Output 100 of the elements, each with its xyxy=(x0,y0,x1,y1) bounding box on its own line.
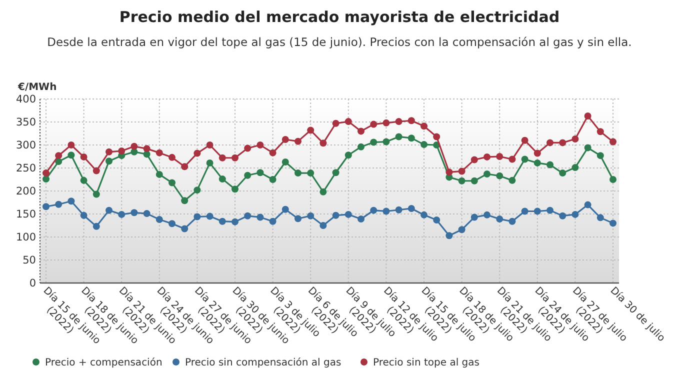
point xyxy=(332,120,340,127)
point xyxy=(244,212,252,220)
point xyxy=(42,176,50,183)
point xyxy=(218,218,226,225)
point xyxy=(168,154,176,161)
point xyxy=(559,212,566,220)
point xyxy=(269,176,276,183)
point xyxy=(68,142,75,148)
point xyxy=(143,210,150,218)
point xyxy=(181,197,188,204)
y-tick-label: 250 xyxy=(16,162,36,175)
point xyxy=(92,222,100,230)
point xyxy=(484,153,490,160)
point xyxy=(106,206,112,214)
point xyxy=(446,232,453,240)
point xyxy=(596,152,604,160)
point xyxy=(420,141,428,148)
point xyxy=(484,211,490,218)
point xyxy=(508,218,516,225)
point xyxy=(534,208,541,215)
point xyxy=(484,170,490,178)
point xyxy=(496,153,504,160)
point xyxy=(130,209,138,216)
point xyxy=(143,145,150,152)
point xyxy=(320,140,327,147)
point xyxy=(572,164,579,172)
point xyxy=(382,138,390,146)
point xyxy=(282,206,289,213)
point xyxy=(534,159,541,166)
point xyxy=(408,117,415,124)
point xyxy=(370,138,378,146)
point xyxy=(156,216,163,224)
legend-label: Precio sin compensación al gas xyxy=(185,358,342,368)
point xyxy=(194,213,201,220)
point xyxy=(294,215,302,222)
point xyxy=(320,188,327,196)
point xyxy=(332,212,340,219)
point xyxy=(508,156,516,163)
point xyxy=(382,208,390,215)
point xyxy=(358,128,364,135)
point xyxy=(521,156,528,163)
point xyxy=(496,172,504,180)
point xyxy=(206,212,214,220)
point xyxy=(256,142,264,148)
point xyxy=(610,220,616,227)
point xyxy=(232,186,238,193)
legend-label: Precio sin tope al gas xyxy=(373,358,480,368)
point xyxy=(55,200,62,208)
point xyxy=(420,211,428,218)
point xyxy=(294,138,302,145)
point xyxy=(433,216,440,224)
point xyxy=(408,204,415,212)
point xyxy=(508,176,516,184)
y-tick-label: 400 xyxy=(16,94,36,106)
point xyxy=(130,142,138,150)
point xyxy=(596,128,604,136)
point xyxy=(584,144,592,152)
point xyxy=(534,150,541,157)
point xyxy=(92,167,100,174)
point xyxy=(232,154,238,162)
point xyxy=(610,138,616,146)
point xyxy=(42,170,50,177)
point xyxy=(156,170,163,178)
point xyxy=(610,176,616,183)
y-tick-label: 50 xyxy=(22,254,36,267)
point xyxy=(546,139,554,146)
point xyxy=(307,170,314,177)
point xyxy=(458,226,466,234)
y-tick-label: 0 xyxy=(29,278,36,290)
point xyxy=(282,136,289,143)
point xyxy=(470,177,478,184)
point xyxy=(68,152,75,159)
point xyxy=(206,142,214,148)
point xyxy=(458,168,466,175)
legend-label: Precio + compensación xyxy=(45,358,162,368)
y-tick-label: 300 xyxy=(16,140,36,152)
point xyxy=(320,222,327,229)
point xyxy=(332,169,340,176)
point xyxy=(181,225,188,232)
point xyxy=(194,186,201,194)
chart-subtitle: Desde la entrada en vigor del tope al gas (15 de junio). Precios con la compensación al gas y sin ella. xyxy=(47,35,632,49)
point xyxy=(307,126,314,134)
point xyxy=(118,147,126,154)
point xyxy=(80,212,88,219)
point xyxy=(370,206,378,214)
point xyxy=(521,208,528,215)
point xyxy=(358,216,364,223)
point xyxy=(433,133,440,140)
point xyxy=(584,112,592,120)
point xyxy=(244,144,252,152)
point xyxy=(446,168,453,176)
point xyxy=(572,136,579,143)
point xyxy=(546,161,554,168)
point xyxy=(307,212,314,220)
point xyxy=(42,203,50,210)
y-tick-label: 200 xyxy=(16,186,36,198)
point xyxy=(55,152,62,160)
point xyxy=(344,118,352,126)
point xyxy=(470,214,478,221)
point xyxy=(395,133,402,140)
